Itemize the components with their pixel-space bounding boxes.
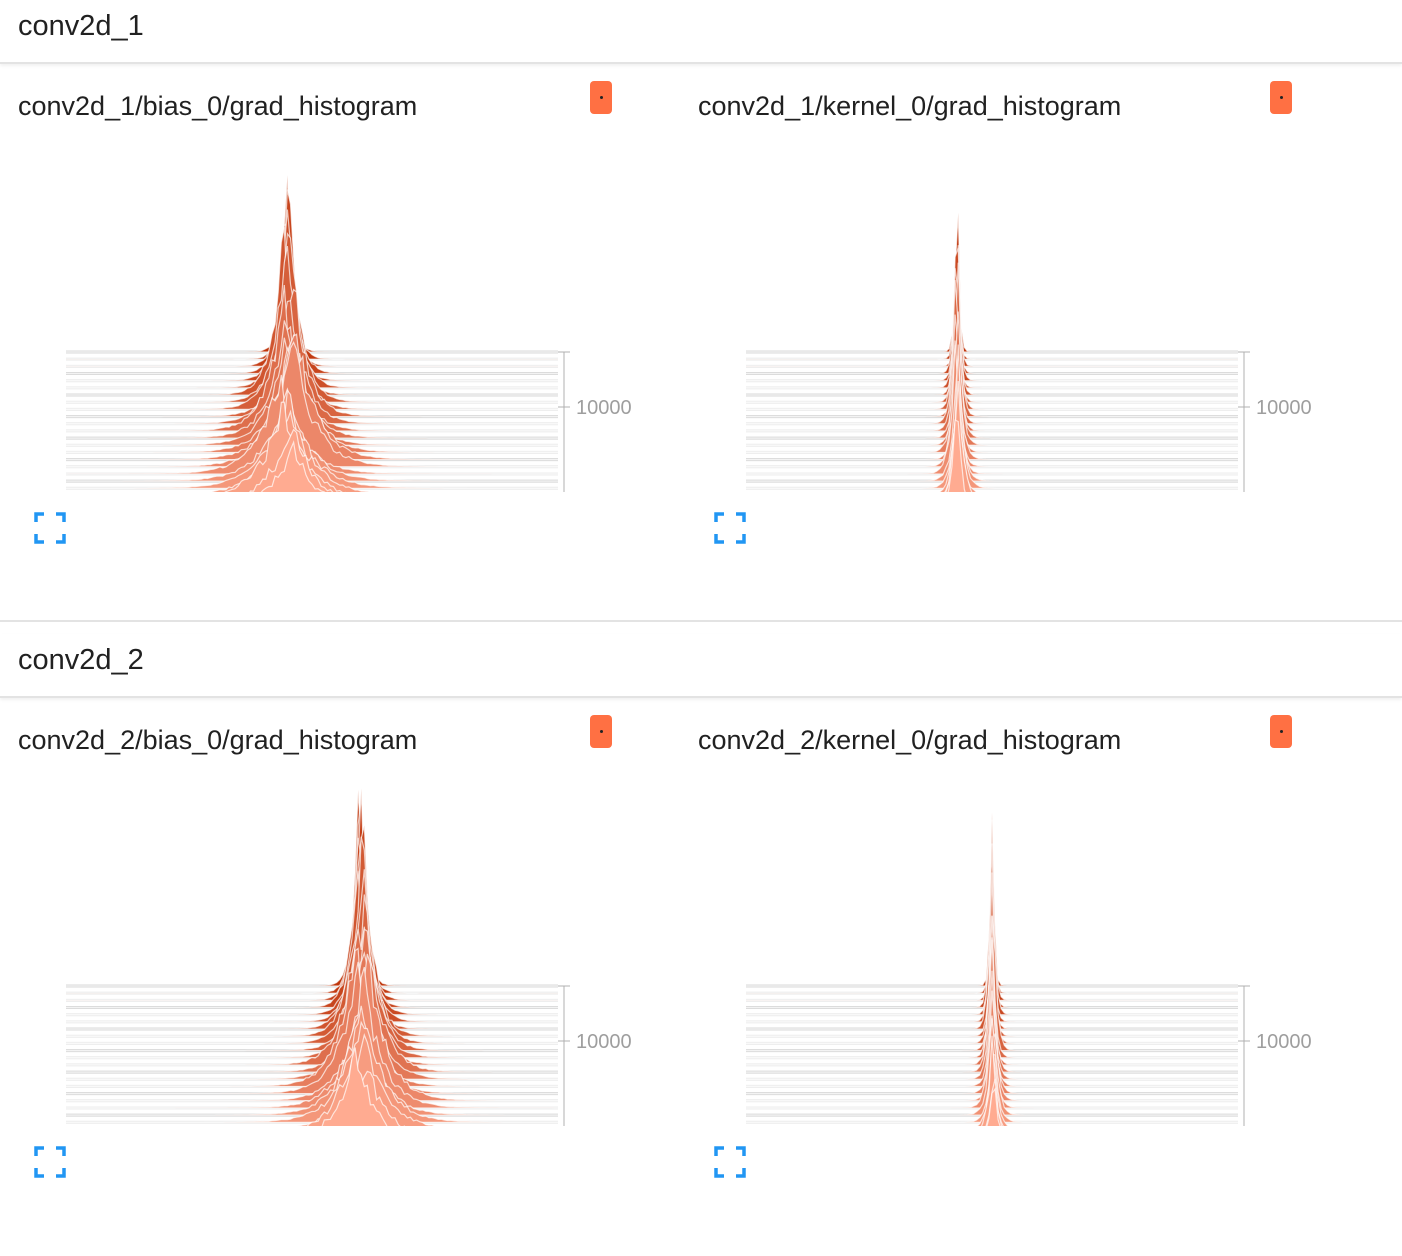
section-header[interactable]: conv2d_1 [0, 0, 1402, 64]
histogram-layer [65, 189, 559, 375]
y-tick-label: 10000 [576, 397, 632, 419]
card-title: conv2d_1/kernel_0/grad_histogram [698, 91, 1122, 121]
card-title: conv2d_2/kernel_0/grad_histogram [698, 725, 1122, 755]
run-color-swatch-icon[interactable] [590, 715, 612, 748]
run-color-swatch-icon[interactable] [590, 81, 612, 114]
histogram-layer [65, 961, 559, 1095]
histogram-card: conv2d_1/kernel_0/grad_histogram -0.05-0… [680, 62, 1360, 622]
histogram-layer [745, 314, 1239, 432]
histogram-layer [65, 836, 559, 1037]
histogram-layer [65, 870, 559, 1030]
histogram-layer [65, 825, 559, 1016]
histogram-layer [745, 268, 1239, 375]
histogram-layer [65, 788, 559, 1001]
histogram-layer [65, 869, 559, 1044]
histogram-layer [947, 419, 966, 492]
histogram-layer [224, 401, 347, 492]
histogram-layer [745, 355, 1239, 482]
histogram-layer [65, 220, 559, 367]
histogram-layer [65, 1020, 559, 1123]
histogram-layer [746, 212, 1238, 353]
histogram-layer [65, 928, 559, 1073]
histogram-card: conv2d_2/kernel_0/grad_histogram -0.035-… [680, 696, 1360, 1256]
histogram-layer [65, 201, 559, 360]
card-title: conv2d_1/bias_0/grad_histogram [18, 91, 418, 121]
histogram-layer [65, 797, 559, 994]
histogram-layer [260, 440, 326, 492]
card-title: conv2d_2/bias_0/grad_histogram [18, 725, 418, 755]
histogram-layer [745, 347, 1239, 454]
fullscreen-icon[interactable] [714, 1146, 746, 1178]
run-color-swatch-icon[interactable] [1270, 715, 1292, 748]
fullscreen-icon[interactable] [34, 1146, 66, 1178]
histogram-layer [745, 358, 1239, 461]
histogram-layer [745, 268, 1239, 410]
histogram-layer [65, 232, 559, 403]
section-conv2d-2: conv2d_2 conv2d_2/bias_0/grad_histogram … [0, 634, 1402, 1200]
section-header[interactable]: conv2d_2 [0, 634, 1402, 698]
histogram-layer [321, 1047, 388, 1126]
histogram-layer [65, 837, 559, 1009]
histogram-layer [745, 345, 1239, 468]
histogram-layer [65, 1005, 559, 1116]
histogram-layer [65, 209, 559, 389]
histogram-layer [65, 857, 559, 1023]
histogram-layer [745, 245, 1239, 367]
section-title: conv2d_1 [18, 10, 144, 42]
histogram-layer [745, 291, 1239, 403]
y-tick-label: 10000 [1256, 1031, 1312, 1053]
histogram-layer [745, 295, 1239, 389]
run-color-swatch-icon[interactable] [1270, 81, 1292, 114]
histogram-layer [65, 894, 559, 1052]
histogram-layer [745, 247, 1239, 382]
histogram-chart: -0.05-0.03-0.010.010.030.050.07100002000… [745, 212, 1312, 492]
histogram-layer [745, 293, 1239, 396]
histogram-layer [65, 947, 559, 1088]
fullscreen-icon[interactable] [34, 512, 66, 544]
histogram-layer [65, 926, 559, 1059]
histogram-chart: -0.0008-0.00040.00000.00040.00080.00120.… [65, 175, 632, 492]
histogram-card: conv2d_1/bias_0/grad_histogram -0.0008-0… [0, 62, 680, 622]
histogram-layer [65, 951, 559, 1080]
histogram-layer [745, 279, 1239, 425]
histogram-layer [745, 311, 1239, 446]
histogram-layer [745, 319, 1239, 439]
histogram-layer [65, 953, 559, 1102]
y-tick-label: 10000 [576, 1031, 632, 1053]
histogram-card: conv2d_2/bias_0/grad_histogram -0.0008-0… [0, 696, 680, 1256]
histogram-layer [938, 408, 978, 492]
section-conv2d-1: conv2d_1 conv2d_1/bias_0/grad_histogram … [0, 0, 1402, 620]
section-title: conv2d_2 [18, 644, 144, 676]
histogram-chart: -0.035-0.025-0.015-0.0050.0050.0150.0250… [745, 812, 1312, 1126]
histogram-layer [980, 1035, 1004, 1126]
histogram-layer [986, 1087, 1001, 1126]
histogram-layer [66, 789, 558, 987]
y-tick-label: 10000 [1256, 397, 1312, 419]
histogram-layer [66, 175, 558, 353]
histogram-layer [745, 340, 1239, 475]
histogram-layer [745, 256, 1239, 360]
histogram-layer [745, 262, 1239, 418]
histogram-layer [65, 966, 559, 1109]
histogram-layer [745, 344, 1239, 489]
section-divider [0, 620, 1402, 622]
fullscreen-icon[interactable] [714, 512, 746, 544]
histogram-layer [65, 929, 559, 1066]
histogram-layer [65, 341, 559, 468]
histogram-chart: -0.0008-0.00040.00000.00040.000810000200… [65, 788, 632, 1126]
